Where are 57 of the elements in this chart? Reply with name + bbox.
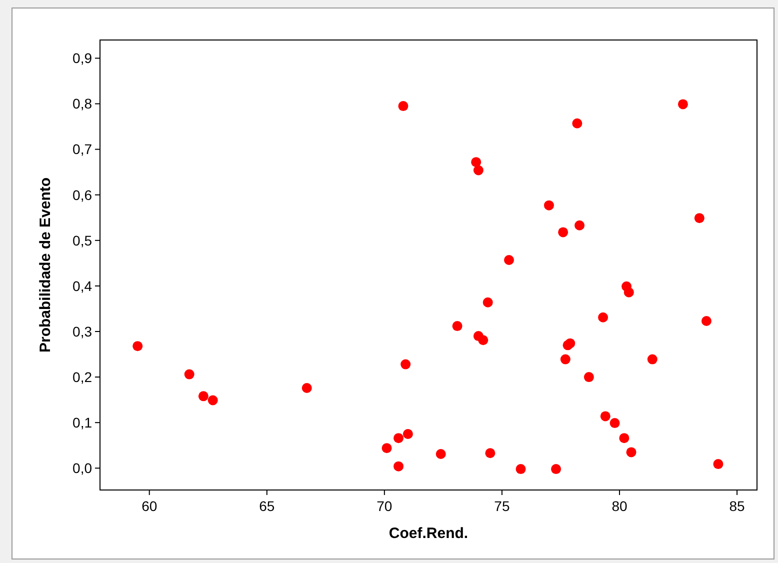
y-tick-label: 0,8 [72,96,92,112]
point [600,411,610,422]
point [558,227,568,238]
y-axis-title: Probabilidade de Evento [37,177,54,353]
x-tick-label: 65 [259,498,275,514]
y-tick-label: 0,7 [72,141,92,158]
point [678,99,688,110]
point [551,464,562,474]
x-tick-label: 85 [729,498,746,514]
point [574,220,585,230]
point [302,382,312,393]
point [694,213,704,224]
point [382,443,392,454]
point [572,118,582,128]
point [436,449,446,460]
point [544,200,554,210]
point [504,254,514,265]
point [402,428,413,439]
y-tick-label: 0,3 [72,323,92,340]
point [626,447,636,458]
point [198,391,208,402]
point [584,372,594,382]
point [184,369,194,380]
point [624,287,634,298]
y-tick-label: 0,6 [72,186,92,203]
point [647,354,658,364]
point [478,335,488,346]
point [473,165,484,176]
y-tick-label: 0,9 [72,50,92,66]
point [565,338,576,348]
y-tick-label: 0,1 [72,414,92,430]
point [208,395,218,406]
x-tick-label: 70 [376,498,392,514]
point [516,464,526,474]
y-tick-label: 0,0 [72,460,92,476]
point [394,461,404,472]
point [394,433,404,444]
point [610,418,620,428]
x-tick-label: 75 [494,498,510,514]
point [482,297,493,308]
point [619,433,630,444]
point [471,157,482,168]
point [485,448,496,458]
x-tick-label: 60 [142,498,158,514]
point [713,459,724,470]
point [400,359,411,370]
point [452,321,462,332]
x-axis-title: Coef.Rend. [388,525,468,542]
point [598,312,608,322]
y-tick-label: 0,2 [72,368,92,385]
point [398,101,408,112]
x-tick-label: 80 [612,498,628,514]
point [132,341,143,352]
y-tick-label: 0,5 [72,232,92,248]
point [701,316,712,326]
y-tick-label: 0,4 [72,278,92,294]
point [560,354,570,364]
